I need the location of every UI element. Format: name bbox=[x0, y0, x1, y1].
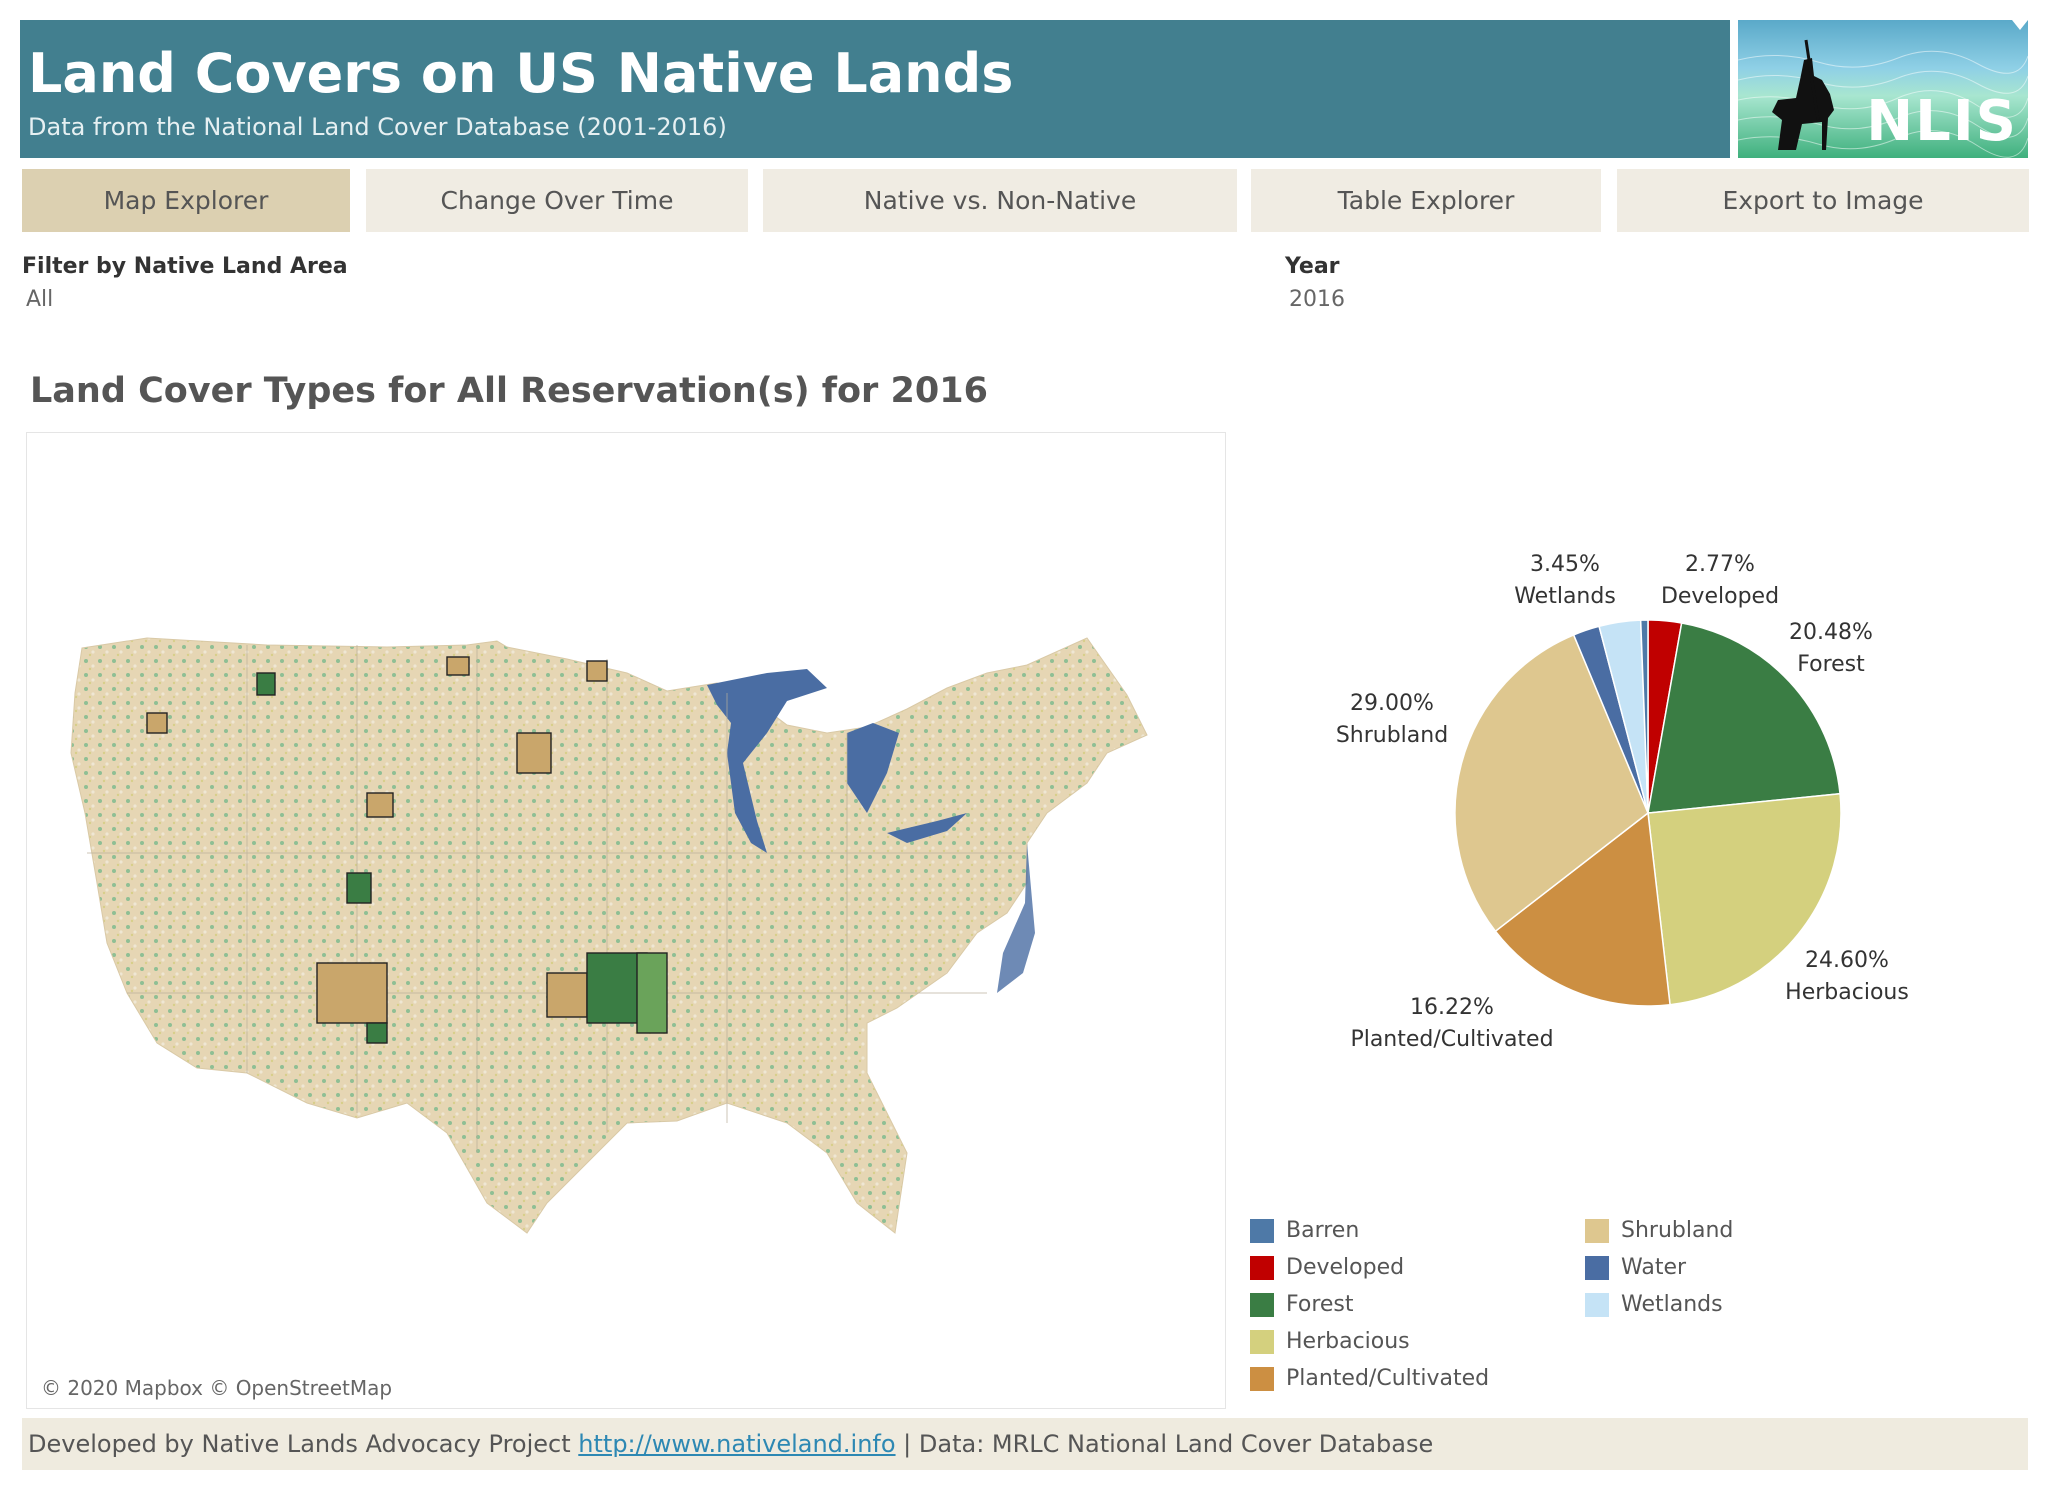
pie-chart: 3.45% Wetlands 2.77% Developed 20.48% Fores… bbox=[1245, 425, 2035, 1195]
pie-label-planted: 16.22% Planted/Cultivated bbox=[1350, 995, 1554, 1052]
footer-prefix: Developed by Native Lands Advocacy Proje… bbox=[28, 1430, 579, 1458]
section-title: Land Cover Types for All Reservation(s) … bbox=[30, 371, 988, 411]
legend-item-herbacious[interactable]: Herbacious bbox=[1250, 1329, 1410, 1354]
legend-swatch bbox=[1585, 1218, 1609, 1243]
pie-label-forest: 20.48% Forest bbox=[1789, 620, 1873, 677]
legend-swatch bbox=[1250, 1366, 1274, 1391]
legend-item-barren[interactable]: Barren bbox=[1250, 1218, 1359, 1243]
horse-rider-icon bbox=[1738, 20, 2028, 158]
pie-label-developed: 2.77% Developed bbox=[1660, 552, 1780, 609]
us-landmass bbox=[70, 637, 1148, 1234]
legend-swatch bbox=[1250, 1218, 1274, 1243]
map-view[interactable]: © 2020 Mapbox © OpenStreetMap bbox=[26, 432, 1226, 1409]
map-attribution[interactable]: © 2020 Mapbox © OpenStreetMap bbox=[41, 1376, 393, 1400]
year-filter-select[interactable]: 2016 bbox=[1289, 287, 1345, 312]
legend-swatch bbox=[1250, 1255, 1274, 1280]
pie-slice-herbacious[interactable] bbox=[1647, 792, 1842, 1006]
tab-change-over-time[interactable]: Change Over Time bbox=[366, 169, 748, 232]
tab-native-vs-non-native[interactable]: Native vs. Non-Native bbox=[763, 169, 1237, 232]
us-land-cover-map[interactable] bbox=[27, 433, 1225, 1408]
legend-swatch bbox=[1250, 1329, 1274, 1354]
nlis-logo: NLIS bbox=[1738, 20, 2028, 158]
tab-map-explorer[interactable]: Map Explorer bbox=[22, 169, 350, 232]
pie-label-wetlands: 3.45% Wetlands bbox=[1514, 552, 1616, 609]
legend-item-developed[interactable]: Developed bbox=[1250, 1255, 1404, 1280]
footer: Developed by Native Lands Advocacy Proje… bbox=[22, 1418, 2028, 1470]
tab-export-to-image[interactable]: Export to Image bbox=[1617, 169, 2029, 232]
legend-item-shrubland[interactable]: Shrubland bbox=[1585, 1218, 1733, 1243]
legend-swatch bbox=[1585, 1255, 1609, 1280]
land-cover-pie bbox=[1454, 619, 1842, 1007]
legend-item-wetlands[interactable]: Wetlands bbox=[1585, 1292, 1723, 1317]
pie-label-herbacious: 24.60% Herbacious bbox=[1785, 948, 1909, 1005]
legend-item-water[interactable]: Water bbox=[1585, 1255, 1686, 1280]
legend-item-forest[interactable]: Forest bbox=[1250, 1292, 1354, 1317]
pie-label-shrubland: 29.00% Shrubland bbox=[1335, 691, 1449, 748]
page-subtitle: Data from the National Land Cover Databa… bbox=[28, 113, 727, 141]
pie-slice-shrubland[interactable] bbox=[1454, 633, 1649, 933]
footer-suffix: | Data: MRLC National Land Cover Databas… bbox=[895, 1430, 1434, 1458]
pie-slice-barren[interactable] bbox=[1639, 619, 1649, 814]
year-filter-label: Year bbox=[1285, 254, 1340, 279]
pie-slice-forest[interactable] bbox=[1647, 622, 1841, 814]
tab-bar: Map Explorer Change Over Time Native vs.… bbox=[0, 169, 2048, 232]
area-filter-label: Filter by Native Land Area bbox=[22, 254, 348, 279]
legend-swatch bbox=[1585, 1292, 1609, 1317]
footer-link[interactable]: http://www.nativeland.info bbox=[578, 1430, 896, 1458]
page-title: Land Covers on US Native Lands bbox=[28, 42, 1014, 105]
great-lakes bbox=[707, 669, 827, 853]
legend-swatch bbox=[1250, 1292, 1274, 1317]
header-banner: Land Covers on US Native Lands Data from… bbox=[20, 20, 1730, 158]
pie-slice-planted-cultivated[interactable] bbox=[1494, 811, 1671, 1007]
area-filter-select[interactable]: All bbox=[26, 287, 54, 312]
tab-table-explorer[interactable]: Table Explorer bbox=[1251, 169, 1601, 232]
legend-item-planted-cultivated[interactable]: Planted/Cultivated bbox=[1250, 1366, 1489, 1391]
pie-legend: Barren Developed Forest Herbacious Plant… bbox=[1250, 1218, 1950, 1408]
logo-text: NLIS bbox=[1866, 89, 2018, 154]
